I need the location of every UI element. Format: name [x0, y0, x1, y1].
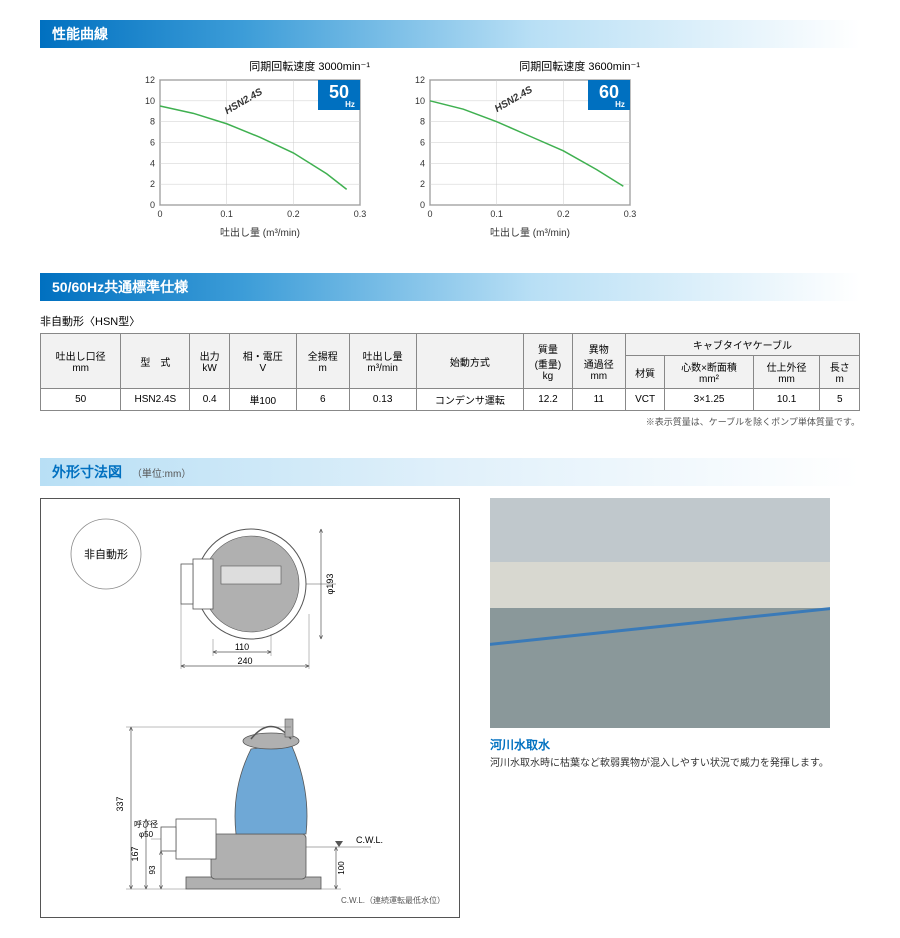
chart-50hz: 同期回転速度 3000min⁻¹ 00.10.20.3024681012HSN2…: [120, 60, 370, 243]
svg-text:非自動形: 非自動形: [84, 547, 128, 561]
svg-text:0: 0: [150, 200, 155, 210]
charts-row: 同期回転速度 3000min⁻¹ 00.10.20.3024681012HSN2…: [120, 60, 860, 243]
spec-footnote: ※表示質量は、ケーブルを除くポンプ単体質量です。: [40, 415, 860, 428]
photo-column: 河川水取水 河川水取水時に枯葉など軟弱異物が混入しやすい状況で威力を発揮します。: [490, 498, 830, 771]
section-title: 性能曲線: [52, 26, 108, 42]
section-header-dims: 外形寸法図 （単位:mm）: [40, 458, 860, 486]
svg-text:0.3: 0.3: [354, 209, 367, 219]
spec-table: 吐出し口径mm型 式出力kW相・電圧V全揚程m吐出し量m³/min始動方式質量(…: [40, 333, 860, 411]
svg-text:8: 8: [420, 117, 425, 127]
photo-description: 河川水取水時に枯葉など軟弱異物が混入しやすい状況で威力を発揮します。: [490, 757, 830, 771]
svg-text:Hz: Hz: [345, 100, 355, 109]
section-sub: （単位:mm）: [132, 469, 191, 480]
svg-text:0: 0: [157, 209, 162, 219]
svg-text:12: 12: [415, 75, 425, 85]
lower-row: 非自動形φ193110240呼び径φ5033716793100C.W.L.C.W…: [40, 498, 860, 918]
svg-text:0: 0: [427, 209, 432, 219]
svg-text:吐出し量 (m³/min): 吐出し量 (m³/min): [220, 226, 300, 239]
svg-text:8: 8: [150, 117, 155, 127]
section-header-performance: 性能曲線: [40, 20, 860, 48]
svg-text:0.2: 0.2: [287, 209, 300, 219]
svg-text:240: 240: [237, 656, 252, 666]
svg-text:110: 110: [235, 642, 249, 652]
svg-text:0.1: 0.1: [490, 209, 503, 219]
section-header-spec: 50/60Hz共通標準仕様: [40, 273, 860, 301]
chart-svg-60: 00.10.20.3024681012HSN2.4S吐出し量 (m³/min)全…: [390, 60, 640, 240]
svg-text:167: 167: [130, 846, 140, 861]
svg-text:Hz: Hz: [615, 100, 625, 109]
svg-text:4: 4: [150, 158, 155, 168]
svg-text:6: 6: [420, 138, 425, 148]
svg-text:0.3: 0.3: [624, 209, 637, 219]
svg-text:4: 4: [420, 158, 425, 168]
svg-text:C.W.L.（連続運転最低水位）: C.W.L.（連続運転最低水位）: [341, 895, 445, 905]
svg-text:6: 6: [150, 138, 155, 148]
chart-60hz: 同期回転速度 3600min⁻¹ 00.10.20.3024681012HSN2…: [390, 60, 640, 243]
svg-text:0: 0: [420, 200, 425, 210]
svg-text:100: 100: [337, 861, 346, 875]
svg-text:2: 2: [150, 179, 155, 189]
svg-text:93: 93: [148, 865, 157, 874]
svg-text:10: 10: [145, 96, 155, 106]
svg-text:2: 2: [420, 179, 425, 189]
svg-text:吐出し量 (m³/min): 吐出し量 (m³/min): [490, 226, 570, 239]
section-title: 外形寸法図: [52, 464, 122, 480]
chart-overline: 同期回転速度 3600min⁻¹: [519, 58, 640, 74]
dim-svg: 非自動形φ193110240呼び径φ5033716793100C.W.L.C.W…: [51, 509, 451, 909]
svg-text:0.2: 0.2: [557, 209, 570, 219]
application-photo: [490, 498, 830, 728]
svg-text:60: 60: [599, 82, 619, 102]
spec-subtype: 非自動形〈HSN型〉: [40, 313, 860, 329]
chart-svg-50: 00.10.20.3024681012HSN2.4S吐出し量 (m³/min)全…: [120, 60, 370, 240]
svg-text:12: 12: [145, 75, 155, 85]
photo-caption: 河川水取水: [490, 736, 830, 753]
svg-text:0.1: 0.1: [220, 209, 233, 219]
chart-overline: 同期回転速度 3000min⁻¹: [249, 58, 370, 74]
svg-text:337: 337: [115, 796, 125, 811]
svg-text:10: 10: [415, 96, 425, 106]
svg-text:φ193: φ193: [325, 574, 335, 595]
dimension-drawing: 非自動形φ193110240呼び径φ5033716793100C.W.L.C.W…: [40, 498, 460, 918]
section-title: 50/60Hz共通標準仕様: [52, 279, 188, 295]
svg-text:C.W.L.: C.W.L.: [356, 835, 383, 845]
svg-text:50: 50: [329, 82, 349, 102]
